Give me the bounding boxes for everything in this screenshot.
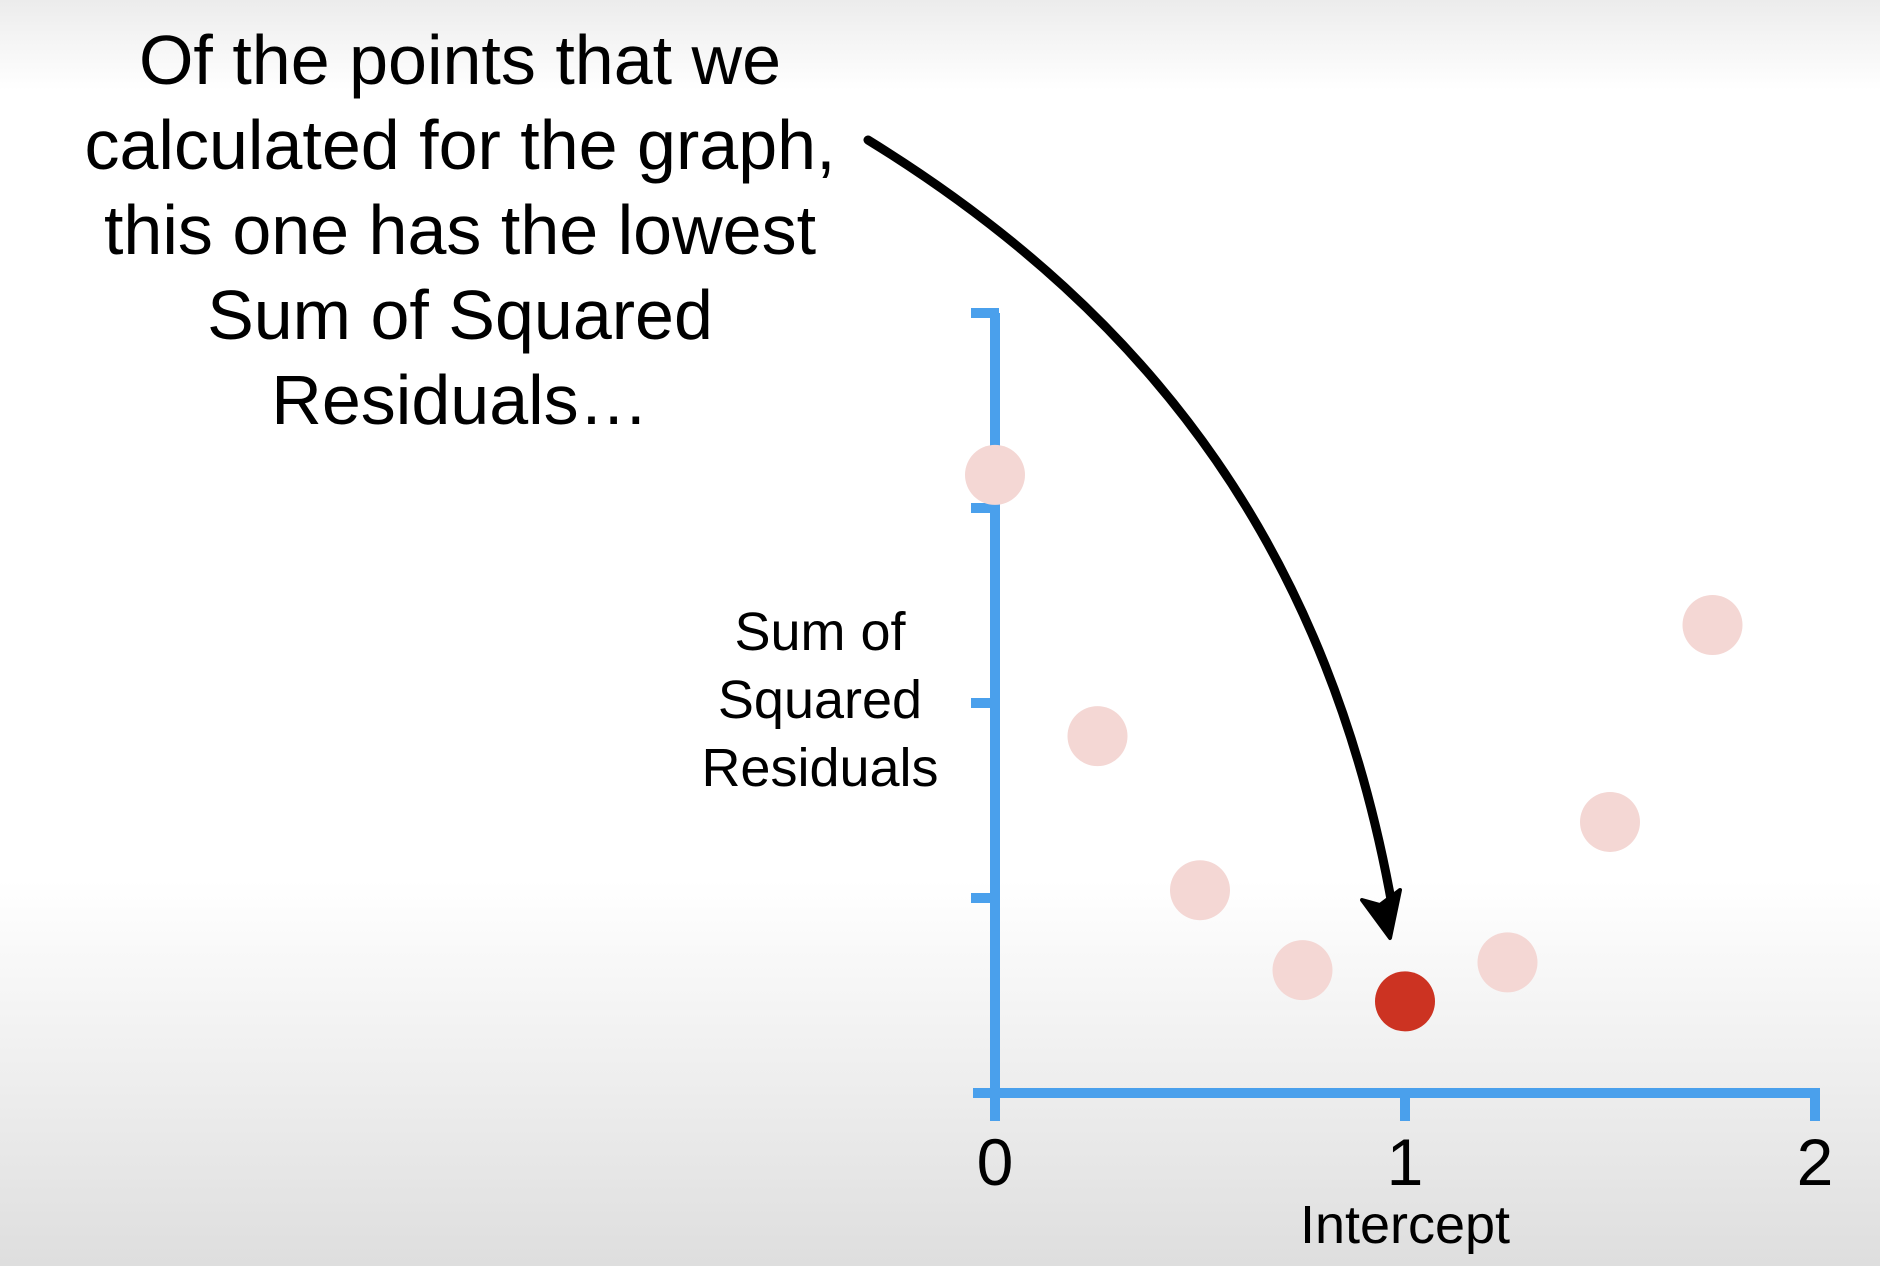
y-axis-label-line: Squared: [717, 670, 923, 730]
annotation-arrow: [863, 135, 1402, 940]
y-axis-label-line: Residuals: [701, 738, 939, 798]
axes: 0 1 2 Intercept: [971, 308, 1834, 1255]
annotation-line: this one has the lowest: [103, 191, 817, 269]
data-point: [1170, 860, 1230, 921]
annotation-arrow-line: [863, 135, 1397, 910]
x-axis-label: Intercept: [1300, 1195, 1510, 1255]
data-point: [1682, 595, 1743, 655]
y-axis-label-line: Sum of: [734, 602, 906, 662]
annotation-line: Sum of Squared: [207, 276, 713, 354]
y-axis-label: Sum of Squared Residuals: [680, 598, 960, 802]
annotation-text: Of the points that we calculated for the…: [40, 18, 880, 443]
annotation-line: Residuals…: [271, 361, 649, 439]
x-tick-label: 0: [977, 1125, 1014, 1199]
annotation-line: Of the points that we: [138, 21, 782, 99]
data-point: [1580, 791, 1640, 852]
x-tick-label: 2: [1797, 1125, 1834, 1199]
highlighted-data-point: [1375, 971, 1435, 1032]
data-point: [965, 444, 1025, 505]
annotation-arrowhead: [1360, 888, 1402, 940]
data-point: [1272, 940, 1333, 1001]
annotation-line: calculated for the graph,: [84, 106, 836, 184]
data-point: [1067, 706, 1128, 767]
x-tick-label: 1: [1387, 1125, 1424, 1199]
data-points: [965, 444, 1743, 1032]
data-point: [1477, 932, 1538, 993]
